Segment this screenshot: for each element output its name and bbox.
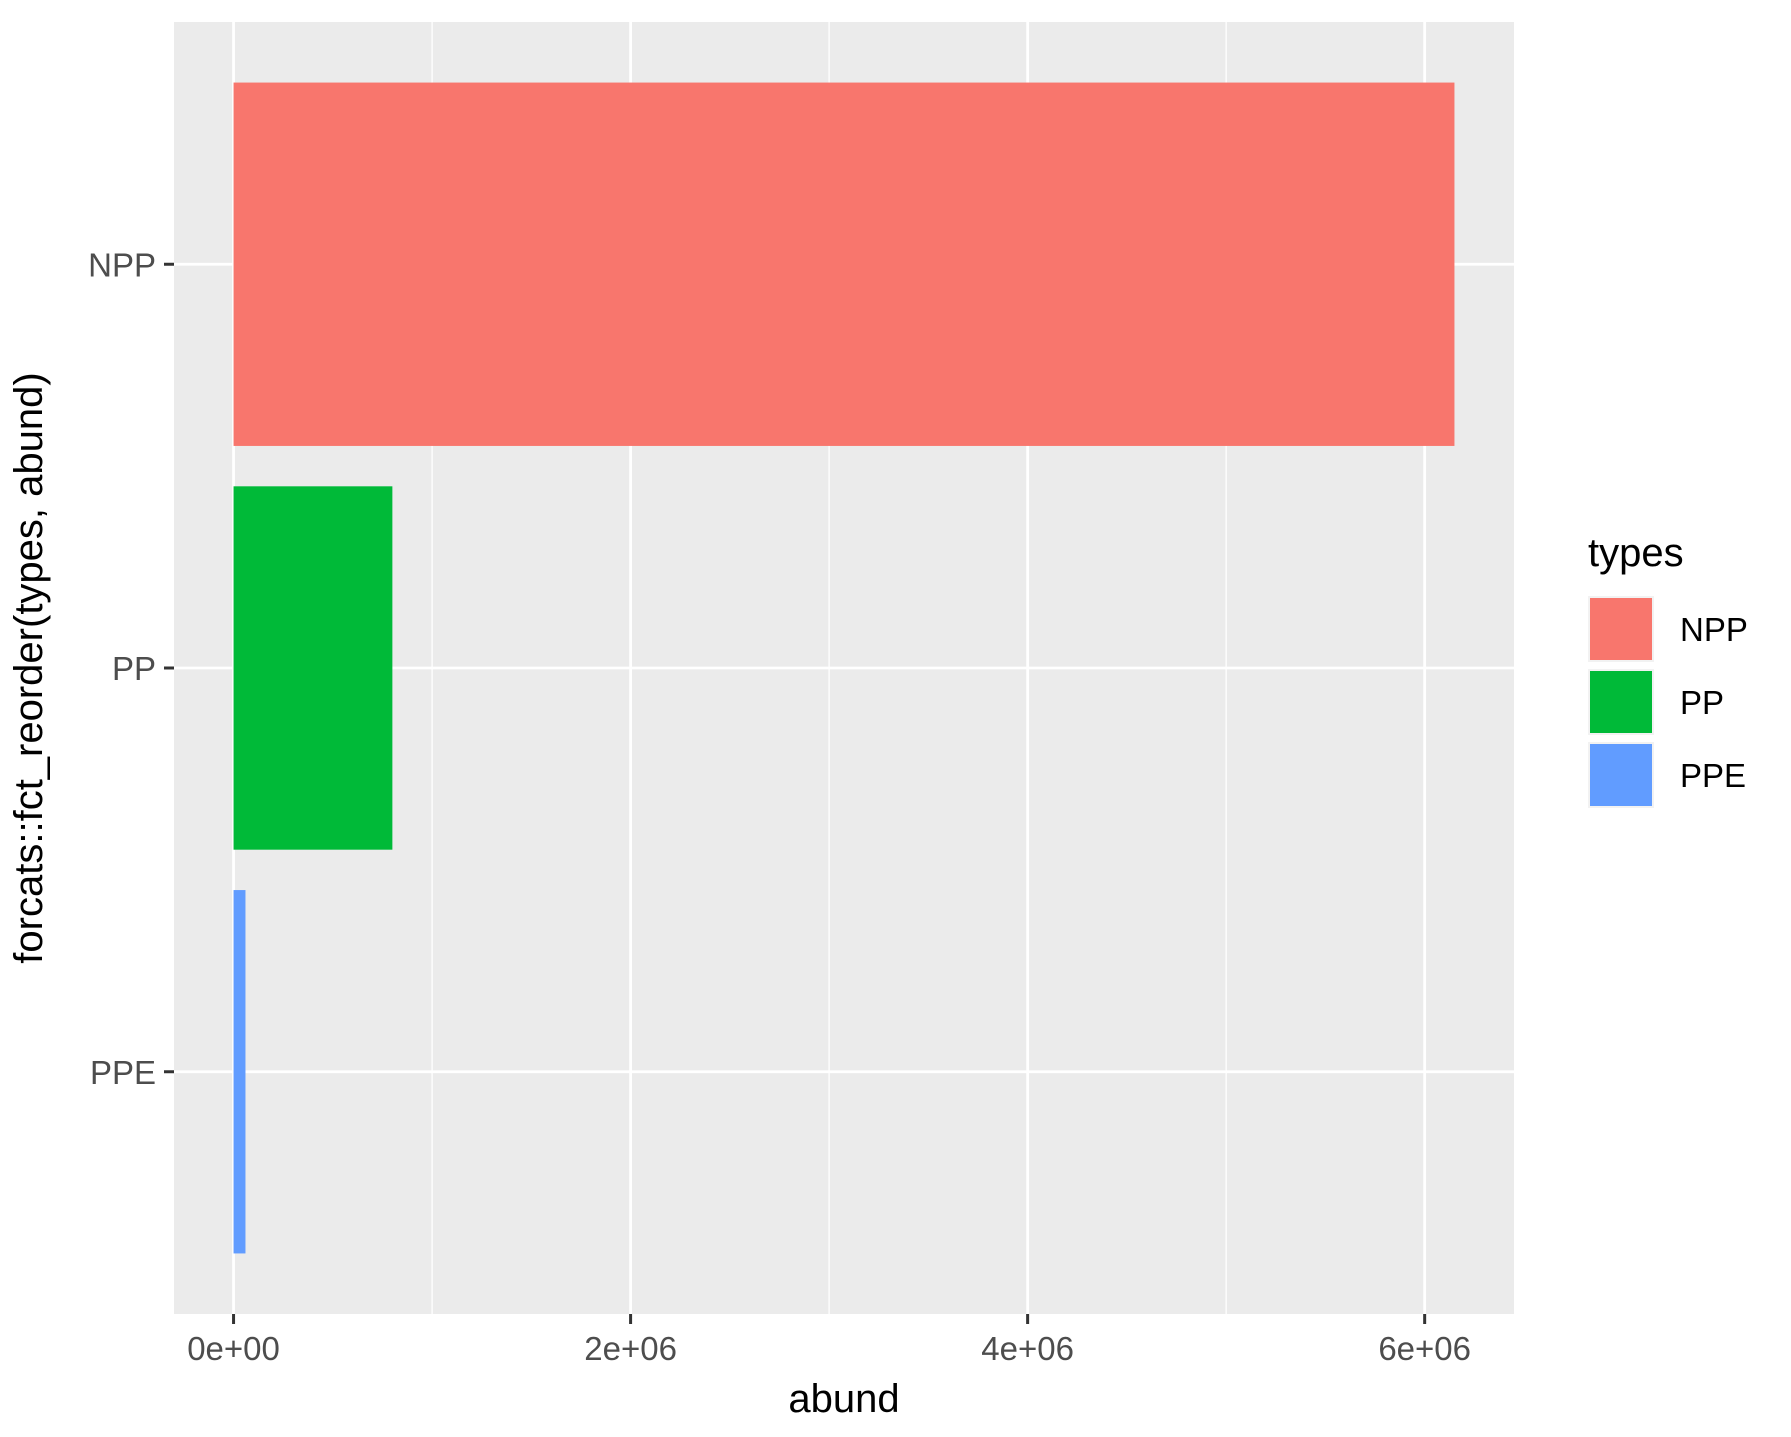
y-axis: PPE PP NPP	[88, 246, 174, 1091]
x-tick-label: 2e+06	[584, 1330, 677, 1367]
legend-label: PPE	[1680, 757, 1746, 794]
legend-key-pp	[1590, 671, 1652, 733]
legend-label: NPP	[1680, 611, 1748, 648]
bars	[233, 82, 1455, 1254]
legend: types NPP PP PPE	[1588, 531, 1748, 808]
y-tick-label: NPP	[88, 246, 156, 283]
x-axis-title: abund	[788, 1377, 899, 1421]
y-tick-label: PP	[112, 650, 156, 687]
legend-key-ppe	[1590, 744, 1652, 806]
x-tick-label: 4e+06	[981, 1330, 1074, 1367]
legend-title: types	[1588, 531, 1684, 575]
x-tick-label: 6e+06	[1378, 1330, 1471, 1367]
y-axis-title: forcats::fct_reorder(types, abund)	[7, 372, 51, 963]
x-tick-label: 0e+00	[187, 1330, 280, 1367]
legend-key-npp	[1590, 598, 1652, 660]
legend-label: PP	[1680, 684, 1724, 721]
y-tick-label: PPE	[90, 1054, 156, 1091]
bar-pp	[233, 486, 393, 850]
bar-npp	[233, 82, 1455, 446]
x-axis: 0e+00 2e+06 4e+06 6e+06	[187, 1314, 1471, 1367]
bar-ppe	[233, 890, 246, 1254]
